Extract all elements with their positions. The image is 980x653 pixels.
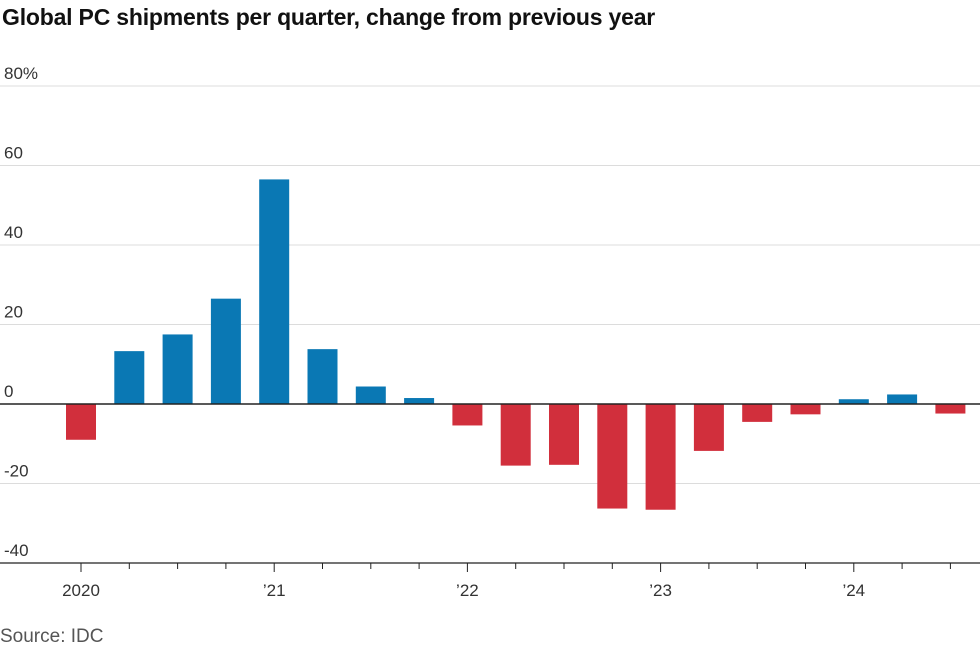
bar bbox=[452, 404, 483, 426]
y-tick-label: 20 bbox=[4, 303, 23, 322]
bar bbox=[597, 404, 628, 509]
bar bbox=[355, 386, 386, 404]
bar bbox=[838, 399, 869, 404]
source-note: Source: IDC bbox=[0, 626, 104, 647]
bar bbox=[790, 404, 821, 415]
bar bbox=[693, 404, 724, 451]
y-tick-label: 80% bbox=[4, 64, 38, 83]
x-tick-label: ’22 bbox=[456, 581, 479, 600]
bar bbox=[162, 334, 193, 404]
bar bbox=[210, 298, 241, 404]
y-tick-label: 0 bbox=[4, 382, 13, 401]
x-tick-label: ’23 bbox=[649, 581, 672, 600]
bar bbox=[645, 404, 676, 510]
y-tick-label: 60 bbox=[4, 144, 23, 163]
x-tick-label: ’24 bbox=[842, 581, 865, 600]
bar bbox=[114, 351, 145, 404]
grid-layer: 80% 60 40 20 0 -20 -40 bbox=[0, 64, 980, 564]
bar bbox=[66, 404, 96, 440]
bar bbox=[259, 179, 290, 404]
chart-title: Global PC shipments per quarter, change … bbox=[2, 4, 656, 30]
bar bbox=[307, 349, 338, 404]
bar bbox=[500, 404, 531, 466]
bar bbox=[742, 404, 773, 422]
bar bbox=[887, 394, 918, 404]
y-tick-label: 40 bbox=[4, 223, 23, 242]
bar-layer bbox=[66, 179, 966, 510]
y-tick-label: -20 bbox=[4, 462, 29, 481]
bar bbox=[935, 404, 966, 414]
axis-layer: 2020 ’21 ’22 ’23 ’24 bbox=[0, 403, 980, 600]
y-tick-label: -40 bbox=[4, 541, 29, 560]
bar bbox=[404, 398, 435, 404]
x-tick-label: 2020 bbox=[62, 581, 100, 600]
bar bbox=[549, 404, 579, 465]
x-tick-label: ’21 bbox=[263, 581, 286, 600]
